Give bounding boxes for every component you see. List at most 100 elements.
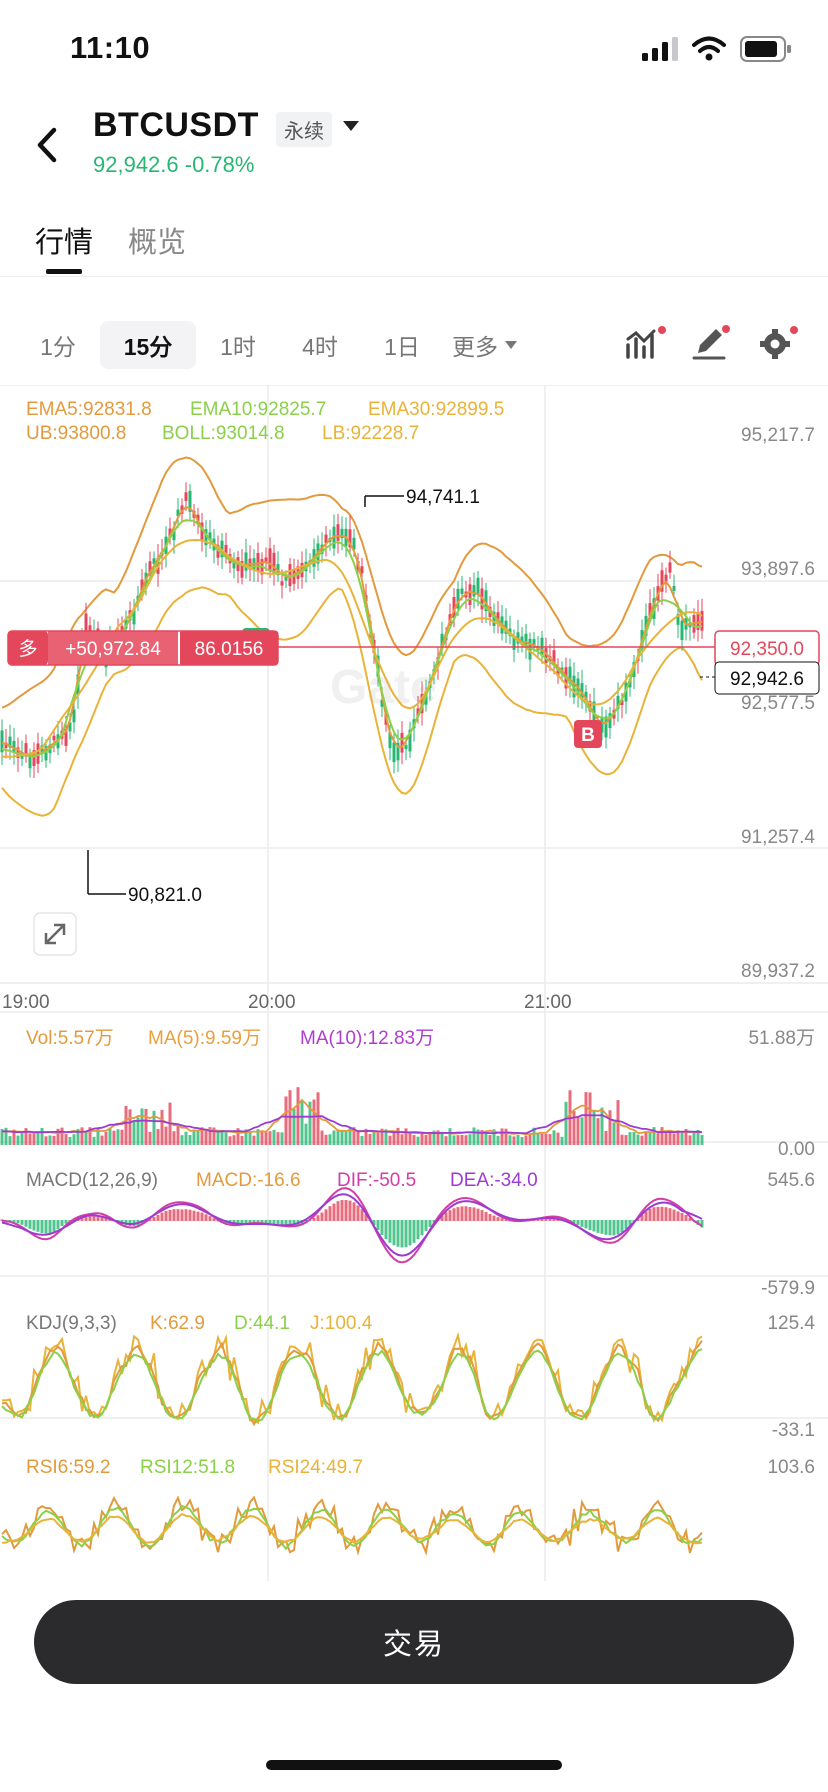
- macd-histogram-bar: [96, 1215, 100, 1221]
- macd-histogram-bar: [288, 1220, 292, 1225]
- macd-histogram-bar: [404, 1220, 408, 1248]
- price-change: 92,942.6 -0.78%: [93, 152, 255, 177]
- volume-bar: [232, 1135, 236, 1145]
- low-label: 90,821.0: [128, 885, 202, 906]
- candle-body: [268, 548, 272, 570]
- macd-histogram-bar: [700, 1220, 704, 1228]
- chevron-down-icon: [505, 341, 517, 349]
- macd-histogram-bar: [356, 1205, 360, 1221]
- volume-bar: [0, 1128, 4, 1145]
- volume-bar: [596, 1118, 600, 1145]
- macd-histogram-bar: [604, 1220, 608, 1235]
- volume-bar: [136, 1117, 140, 1145]
- back-icon[interactable]: [28, 122, 68, 168]
- volume-bar: [492, 1129, 496, 1145]
- volume-bar: [56, 1128, 60, 1145]
- tab-overview[interactable]: 概览: [128, 227, 187, 259]
- candle-body: [524, 633, 528, 646]
- macd-histogram-bar: [192, 1210, 196, 1221]
- macd-histogram-bar: [336, 1201, 340, 1221]
- macd-histogram-bar: [48, 1220, 52, 1233]
- chart-area[interactable]: Gate EMA5:92831.8 EMA10:92825.7 EMA30:92…: [0, 384, 828, 1581]
- macd-histogram-bar: [372, 1220, 376, 1226]
- macd-histogram-bar: [312, 1217, 316, 1221]
- macd-histogram-bar: [684, 1214, 688, 1221]
- macd-histogram-bar: [464, 1206, 468, 1221]
- draw-icon[interactable]: [690, 325, 730, 361]
- volume-bar: [264, 1132, 268, 1145]
- price-tick: 89,937.2: [741, 961, 815, 982]
- timeframe-4h[interactable]: 4时: [302, 334, 338, 360]
- timeframe-more[interactable]: 更多: [452, 321, 528, 369]
- candle-body: [552, 650, 556, 665]
- candle-body: [204, 529, 208, 546]
- macd-histogram-bar: [188, 1209, 192, 1221]
- candle-body: [440, 633, 444, 648]
- boll-bands: [1, 456, 703, 817]
- tab-market[interactable]: 行情: [35, 227, 94, 259]
- home-indicator: [266, 1760, 562, 1770]
- kdj-j: J:100.4: [310, 1313, 373, 1334]
- candle-body: [408, 729, 412, 752]
- candle-body: [664, 574, 668, 583]
- chevron-down-icon[interactable]: [342, 120, 360, 132]
- candle-body: [452, 597, 456, 619]
- chart-svg[interactable]: Gate EMA5:92831.8 EMA10:92825.7 EMA30:92…: [0, 384, 828, 1581]
- signal-icon: [642, 37, 678, 61]
- macd-histogram-bar: [392, 1220, 396, 1246]
- volume-bar: [560, 1136, 564, 1145]
- macd-value: MACD:-16.6: [196, 1170, 301, 1191]
- macd-histogram-bar: [268, 1220, 272, 1224]
- macd-histogram-bar: [608, 1220, 612, 1236]
- macd-histogram-bar: [212, 1218, 216, 1221]
- position-size: 86.0156: [195, 639, 264, 660]
- macd-histogram-bar: [468, 1207, 472, 1221]
- macd-histogram-bar: [40, 1220, 44, 1233]
- high-annotation: 94,741.1: [364, 487, 480, 508]
- macd-histogram-bar: [588, 1220, 592, 1231]
- candle-body: [396, 742, 400, 761]
- timeframe-1m[interactable]: 1分: [40, 334, 76, 360]
- macd-histogram-bar: [52, 1220, 56, 1232]
- volume-bar: [636, 1134, 640, 1145]
- time-tick: 21:00: [524, 992, 572, 1013]
- candle-body: [220, 540, 224, 558]
- macd-histogram-bar: [680, 1212, 684, 1221]
- timeframe-1d[interactable]: 1日: [384, 334, 420, 360]
- macd-histogram-bar: [232, 1220, 236, 1225]
- macd-histogram-bar: [16, 1220, 20, 1224]
- macd-histogram-bar: [412, 1220, 416, 1243]
- candle-body: [648, 603, 652, 617]
- macd-histogram-bar: [248, 1220, 252, 1223]
- expand-icon[interactable]: [33, 912, 77, 956]
- trade-button[interactable]: 交易: [34, 1600, 794, 1684]
- rsi12: RSI12:51.8: [140, 1457, 235, 1478]
- battery-icon: [740, 36, 791, 62]
- timeframe-1h[interactable]: 1时: [220, 334, 256, 360]
- volume-bar: [276, 1132, 280, 1145]
- candle-body: [272, 552, 276, 574]
- timeframe-15m[interactable]: 15分: [100, 321, 196, 369]
- candle-body: [676, 614, 680, 625]
- volume-bar: [332, 1130, 336, 1145]
- kdj-series: [1, 1331, 703, 1427]
- volume-bar: [360, 1135, 364, 1145]
- position-line[interactable]: 多 +50,972.84 86.0156 92,350.0: [7, 630, 820, 666]
- volume-bar: [384, 1129, 388, 1145]
- volume-bar: [664, 1133, 668, 1145]
- volume-bar: [280, 1132, 284, 1145]
- macd-dea: DEA:-34.0: [450, 1170, 538, 1191]
- indicator-icon[interactable]: [624, 325, 668, 361]
- macd-histogram-bar: [396, 1220, 400, 1247]
- candle-body: [0, 730, 4, 753]
- macd-histogram-bar: [360, 1209, 364, 1221]
- volume-bar: [352, 1127, 356, 1145]
- candle-body: [700, 610, 704, 631]
- macd-histogram-bar: [32, 1220, 36, 1231]
- symbol-title[interactable]: BTCUSDT: [93, 106, 259, 144]
- macd-histogram-bar: [156, 1214, 160, 1221]
- high-label: 94,741.1: [406, 487, 480, 508]
- buy-marker[interactable]: B: [574, 720, 602, 748]
- macd-histogram-bar: [12, 1220, 16, 1223]
- settings-icon[interactable]: [758, 325, 800, 361]
